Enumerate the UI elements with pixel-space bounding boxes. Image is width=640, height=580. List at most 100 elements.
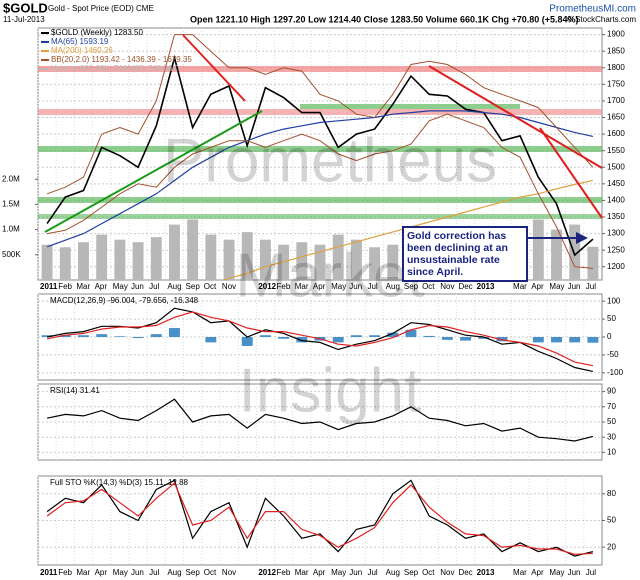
y-tick-label: 1500 [607, 162, 625, 171]
y-tick-label: 1850 [607, 46, 625, 55]
x-tick-label: Jun [349, 282, 362, 291]
x-tick-label: Jun [131, 282, 144, 291]
histogram-bar [569, 337, 581, 343]
volume-bar [569, 224, 581, 280]
x-tick-label: Aug [167, 568, 181, 577]
watermark: Prometheus Market Insight [163, 126, 497, 425]
series-line [46, 54, 594, 257]
x-tick-label: May [549, 282, 564, 291]
y-tick-label: 30 [607, 432, 616, 441]
panel-marks [46, 398, 594, 442]
x-tick-label: May [549, 568, 564, 577]
x-tick-label: Dec [458, 568, 472, 577]
volume-bar [551, 229, 562, 280]
x-tick-label: May [113, 568, 128, 577]
x-tick-label: May [113, 282, 128, 291]
x-tick-label: Jul [586, 282, 596, 291]
x-tick-label: 2013 [477, 568, 495, 577]
histogram-bar [496, 337, 508, 342]
x-tick-label: Oct [422, 568, 435, 577]
y2-tick-label: 2.0M [2, 174, 20, 183]
watermark-text: Market [235, 241, 424, 310]
x-tick-label: 2012 [258, 282, 276, 291]
watermark-text: Insight [239, 356, 422, 425]
x-tick-label: Mar [513, 282, 527, 291]
volume-bar [96, 234, 108, 280]
histogram-bar [460, 337, 472, 341]
y-tick-label: 50 [607, 516, 616, 525]
y-tick-label: 0 [607, 332, 612, 341]
y-tick-label: 1700 [607, 96, 625, 105]
volume-bar [78, 242, 89, 280]
x-tick-label: Jul [149, 282, 159, 291]
symbol: $GOLD [3, 0, 48, 15]
volume-bar [296, 242, 308, 280]
x-tick-label: Oct [204, 568, 217, 577]
x-tick-label: Jun [568, 568, 581, 577]
x-tick-label: Oct [204, 282, 217, 291]
legend-label: MA(65) 1593.19 [51, 37, 109, 46]
series-line [46, 311, 594, 367]
panel-marks [46, 479, 594, 557]
volume-bar [150, 237, 162, 280]
x-tick-label: Jul [586, 568, 596, 577]
panel-marks [41, 307, 599, 372]
x-tick-label: Apr [95, 568, 108, 577]
legend-swatch [41, 68, 49, 70]
histogram-bar [132, 337, 144, 339]
description: Gold - Spot Price (EOD) CME [48, 4, 154, 13]
y-tick-label: 1750 [607, 79, 625, 88]
series-line [46, 479, 594, 557]
histogram-bar [423, 335, 435, 337]
volume-bar [132, 242, 144, 280]
x-tick-label: Mar [76, 282, 90, 291]
y-tick-label: 100 [607, 296, 621, 305]
x-tick-label: Apr [531, 568, 544, 577]
series-line [46, 482, 593, 555]
histogram-bar [405, 329, 417, 337]
volume-bar [168, 224, 180, 280]
legend-swatch [41, 41, 49, 43]
x-tick-label: Jul [367, 282, 377, 291]
y-tick-label: 50 [607, 314, 616, 323]
volume-bar [587, 246, 599, 280]
histogram-bar [551, 337, 562, 343]
legend-swatch [41, 32, 49, 34]
volume-bar [41, 244, 53, 280]
x-tick-label: Aug [386, 568, 400, 577]
series-line [46, 110, 594, 248]
x-tick-label: Feb [58, 568, 72, 577]
legend-label: BB(20,2.0) 1193.42 - 1436.39 - 1679.35 [51, 55, 192, 64]
y-tick-label: 1600 [607, 129, 625, 138]
x-tick-label: Nov [440, 568, 454, 577]
volume-bar [259, 239, 271, 280]
y-tick-label: 1450 [607, 179, 625, 188]
panel-title: MACD(12,26,9) -96.004, -79.656, -16.348 [50, 296, 199, 305]
x-tick-label: Sep [186, 282, 201, 291]
histogram-bar [205, 337, 217, 343]
y-tick-label: 50 [607, 417, 616, 426]
site: PrometheusMI.com [549, 4, 636, 15]
support-band [38, 146, 602, 152]
band-line [46, 34, 594, 195]
credit: © StockCharts.com [567, 15, 636, 24]
support-band [38, 197, 602, 203]
series-line [222, 179, 594, 280]
y-tick-label: 1350 [607, 212, 625, 221]
band-line [47, 113, 593, 269]
x-tick-label: Mar [76, 568, 90, 577]
trendlines [44, 34, 603, 244]
x-tick-label: Jun [349, 568, 362, 577]
histogram-bar [168, 328, 180, 337]
histogram-bar [369, 335, 381, 337]
histogram-bar [296, 337, 308, 343]
y2-tick-label: 500K [2, 250, 21, 259]
x-tick-label: Jul [367, 568, 377, 577]
histogram-bar [387, 332, 399, 337]
x-tick-label: Jun [131, 568, 144, 577]
x-tick-label: Jun [568, 282, 581, 291]
series-line [46, 398, 594, 442]
y-tick-label: -100 [607, 368, 624, 377]
y-tick-label: 1800 [607, 63, 625, 72]
date: 11-Jul-2013 [3, 15, 45, 24]
